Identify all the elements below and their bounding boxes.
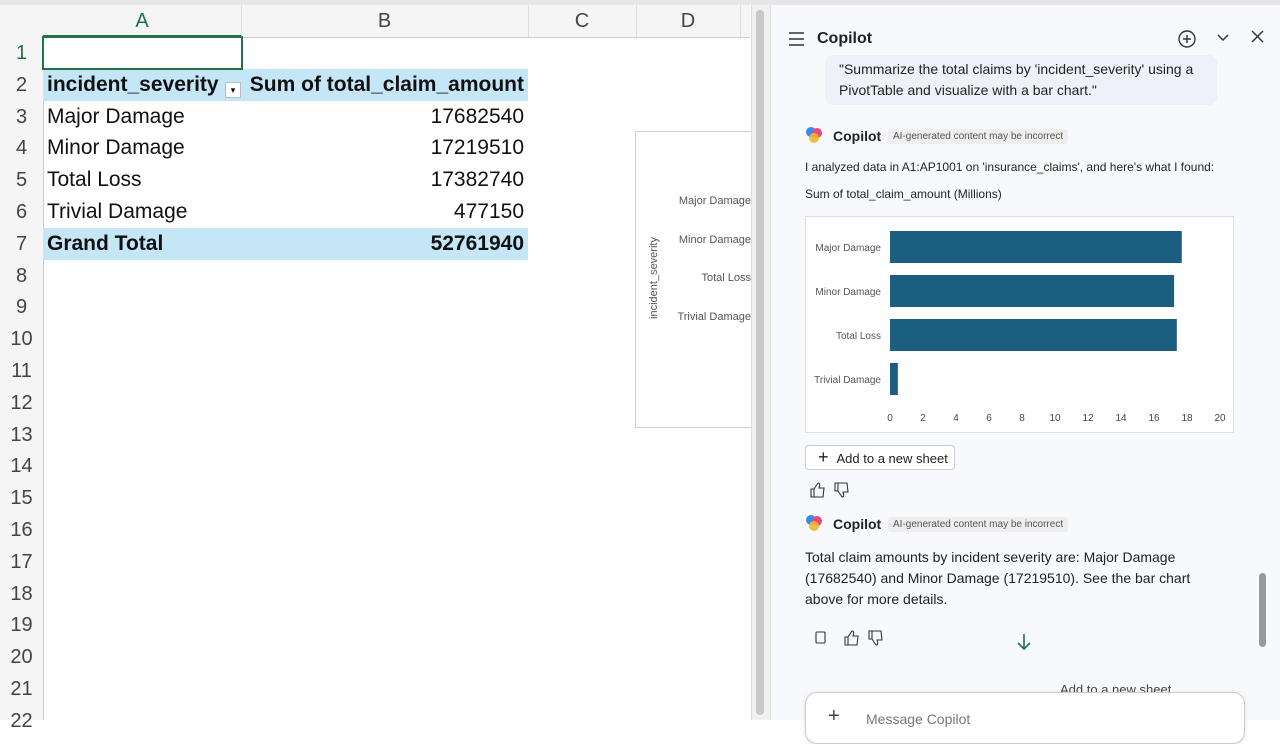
row-number: 21 [10,678,33,700]
pivot-total-fill [43,228,528,260]
cell-value: 477150 [453,200,524,223]
author: Copilot [833,516,882,532]
selected-cell[interactable] [42,36,243,70]
row-number: 3 [15,105,28,128]
x-tick-label: 12 [1082,413,1094,424]
response-actions[interactable] [813,629,893,647]
row-number: 11 [11,360,32,382]
row-number: 18 [10,582,33,605]
cell-label: Total Loss [47,168,142,192]
panel-title: Copilot [817,30,873,47]
cell-label: Major Damage [47,104,185,128]
add-sheet-button[interactable]: + Add to a new sheet [805,445,955,470]
bar [890,275,1175,307]
pivot-header-fill [43,69,528,101]
copilot-logo [806,127,822,143]
column-header: B [241,5,529,37]
column-header: A [43,5,242,37]
embedded-category: Trivial Damage [677,310,751,323]
row-number: 10 [10,328,33,351]
row-number: 12 [10,391,33,414]
top-strip [0,0,1280,5]
row-header-column [0,37,44,720]
user-message: "Summarize the total claims by 'incident… [839,61,1194,98]
x-tick-label: 0 [887,413,893,424]
row-number: 4 [15,137,28,160]
scroll-thumb[interactable] [756,10,764,715]
bar [890,363,898,395]
filter-dropdown[interactable]: ▾ [225,82,241,98]
x-tick-label: 8 [1019,413,1025,424]
row-number: 13 [10,423,33,446]
x-tick-label: 18 [1181,413,1193,424]
chart-title: Sum of total_claim_amount (Millions) [805,187,1002,201]
y-tick-label: Total Loss [836,331,881,342]
response-text: Total claim amounts by incident severity… [805,549,1191,607]
x-tick-label: 6 [986,413,992,424]
panel-actions[interactable] [1176,28,1280,50]
y-tick-label: Major Damage [815,243,881,254]
button-label: Add to a new sheet [836,451,948,466]
row-number: 2 [15,73,28,96]
y-tick-label: Minor Damage [815,287,881,298]
row-number: 15 [10,487,33,510]
column-header: D [636,5,741,37]
response-text: I analyzed data in A1:AP1001 on 'insuran… [805,160,1215,174]
row-number: 5 [15,169,28,192]
row-number: 19 [10,614,33,637]
x-tick-label: 16 [1148,413,1160,424]
embedded-category: Major Damage [678,195,751,207]
cell-value: 17219510 [430,136,524,160]
x-tick-label: 20 [1214,413,1226,424]
cell-label: Minor Damage [47,136,185,160]
row-number: 1 [15,42,28,64]
bar [890,319,1177,351]
x-tick-label: 4 [953,413,959,424]
row-number: 8 [15,264,28,287]
embedded-category: Minor Damage [678,233,751,246]
chart: 0 2 4 6 8 10 12 14 16 18 20 Major Damage Minor Damag… [814,231,1226,424]
row-number: 16 [10,519,33,541]
row-number: 22 [10,709,33,732]
cell-value: 17382740 [430,168,524,192]
cell-value: 52761940 [430,231,524,255]
column-header-row [0,5,750,38]
panel-scroll-thumb[interactable] [1259,573,1266,647]
row-number: 17 [10,550,33,573]
column-header: C [528,5,637,37]
x-tick-label: 10 [1049,413,1061,424]
embedded-chart[interactable]: incident_severity Major Damage Minor Dama… [635,131,757,428]
cell-label: Grand Total [47,231,164,255]
message-input[interactable]: + Message Copilot [805,692,1245,744]
copilot-logo [806,515,822,531]
row-number: 6 [15,201,28,223]
input-placeholder: Message Copilot [866,711,971,727]
row-number: 9 [15,296,28,319]
row-number: 14 [10,455,33,478]
scroll-down-arrow[interactable] [1015,632,1033,652]
chart-card: 0 2 4 6 8 10 12 14 16 18 20 Major Damage Minor Damag… [805,216,1234,433]
cell-value: 17682540 [430,104,524,128]
row-number: 7 [15,232,28,255]
menu-icon[interactable] [787,30,807,48]
cell-label: incident_severity [47,72,219,96]
y-tick-label: Trivial Damage [814,375,881,386]
cell-label: Trivial Damage [47,200,188,223]
feedback-icons[interactable] [809,481,853,499]
user-bubble: "Summarize the total claims by 'incident… [825,55,1217,105]
embedded-axis-label: incident_severity [648,237,660,319]
row-number: 20 [10,646,33,669]
author: Copilot [833,128,882,144]
ai-badge: AI-generated content may be incorrect [888,517,1069,532]
embedded-category: Total Loss [701,272,751,284]
bar [890,231,1182,263]
x-tick-label: 2 [920,413,926,424]
cell-value: Sum of total_claim_amount [249,72,524,96]
ai-badge: AI-generated content may be incorrect [888,129,1069,144]
x-tick-label: 14 [1115,413,1127,424]
